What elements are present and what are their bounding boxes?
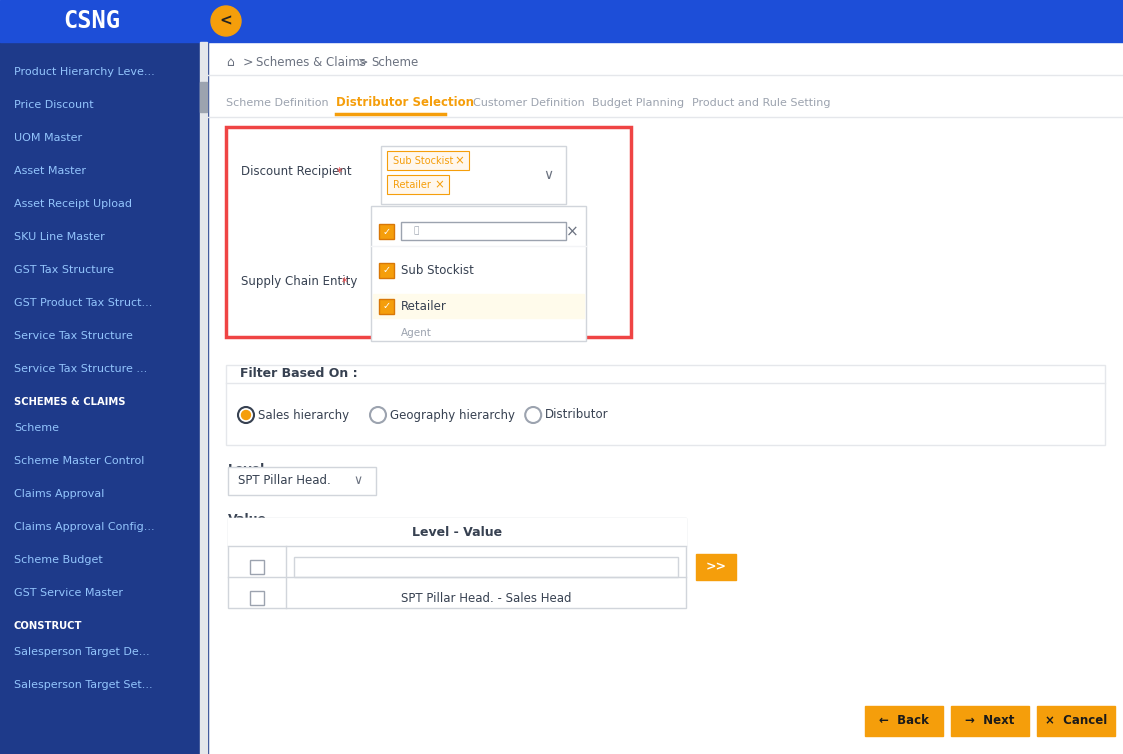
Bar	[200, 42, 207, 754]
Bar	[228, 518, 686, 608]
Text: ✓: ✓	[383, 265, 391, 275]
Text: Filter Based On :: Filter Based On :	[240, 367, 357, 380]
Bar	[1037, 706, 1115, 736]
Text: Distributor: Distributor	[545, 409, 609, 421]
Text: Salesperson Target De...: Salesperson Target De...	[13, 647, 149, 657]
Text: Scheme: Scheme	[13, 423, 60, 433]
Bar	[208, 42, 1123, 754]
Bar	[226, 365, 1105, 445]
Text: Sub Stockist: Sub Stockist	[393, 155, 454, 165]
Text: ∨: ∨	[542, 168, 553, 182]
Text: Sales hierarchy: Sales hierarchy	[258, 409, 349, 421]
Text: Distributor Selection: Distributor Selection	[336, 97, 474, 109]
Circle shape	[238, 407, 254, 423]
Bar	[373, 294, 584, 318]
Text: Asset Master: Asset Master	[13, 166, 86, 176]
Bar	[0, 0, 1123, 42]
Text: ⌂: ⌂	[226, 56, 234, 69]
Text: SKU Line Master: SKU Line Master	[13, 232, 104, 242]
Text: Scheme Budget: Scheme Budget	[13, 555, 102, 565]
Text: Level - Value: Level - Value	[412, 526, 502, 538]
Bar	[401, 222, 566, 240]
Bar	[378, 299, 394, 314]
Text: GST Product Tax Struct...: GST Product Tax Struct...	[13, 298, 153, 308]
Bar	[951, 706, 1029, 736]
Text: SPT Pillar Head.: SPT Pillar Head.	[238, 474, 331, 488]
Bar	[250, 560, 264, 574]
Text: Scheme: Scheme	[371, 56, 418, 69]
Text: *: *	[332, 165, 343, 179]
Text: Claims Approval: Claims Approval	[13, 489, 104, 499]
Text: →  Next: → Next	[966, 715, 1015, 728]
Text: ←  Back: ← Back	[879, 715, 929, 728]
Text: ∨: ∨	[354, 474, 363, 488]
Bar	[228, 467, 376, 495]
Text: Value: Value	[228, 513, 267, 526]
Text: Retailer: Retailer	[393, 179, 431, 189]
Bar	[865, 706, 943, 736]
Text: ×: ×	[566, 225, 578, 240]
Circle shape	[526, 407, 541, 423]
Bar	[0, 42, 208, 754]
Text: Scheme Master Control: Scheme Master Control	[13, 456, 145, 466]
Bar	[371, 206, 586, 341]
Text: Price Discount: Price Discount	[13, 100, 93, 110]
Text: *: *	[338, 275, 347, 289]
Text: Asset Receipt Upload: Asset Receipt Upload	[13, 199, 133, 209]
Text: Retailer: Retailer	[401, 299, 447, 312]
Text: GST Service Master: GST Service Master	[13, 588, 124, 598]
Text: Budget Planning: Budget Planning	[592, 98, 684, 108]
Text: 🔍: 🔍	[413, 226, 419, 235]
Text: ✓: ✓	[383, 302, 391, 311]
Bar	[294, 557, 678, 577]
Text: >>: >>	[705, 560, 727, 574]
Text: Claims Approval Config...: Claims Approval Config...	[13, 522, 155, 532]
Bar	[381, 283, 566, 310]
Bar	[387, 175, 449, 194]
Text: Scheme Definition: Scheme Definition	[226, 98, 329, 108]
Bar	[378, 224, 394, 239]
Bar	[250, 591, 264, 605]
Bar	[381, 146, 566, 204]
Bar	[200, 82, 207, 112]
Bar	[208, 42, 1123, 754]
Bar	[228, 518, 686, 546]
Text: CSNG: CSNG	[63, 9, 120, 33]
Text: Customer Definition: Customer Definition	[473, 98, 585, 108]
Bar	[378, 263, 394, 278]
Bar	[696, 554, 736, 580]
Circle shape	[211, 6, 241, 36]
Text: Schemes & Claims: Schemes & Claims	[256, 56, 366, 69]
Text: <: <	[220, 14, 232, 29]
Text: Product Hierarchy Leve...: Product Hierarchy Leve...	[13, 67, 155, 77]
Text: Salesperson Target Set...: Salesperson Target Set...	[13, 680, 153, 690]
Text: >: >	[358, 56, 368, 69]
Text: Agent: Agent	[401, 328, 432, 338]
Text: SPT Pillar Head. - Sales Head: SPT Pillar Head. - Sales Head	[401, 591, 572, 605]
Text: Discount Recipient: Discount Recipient	[241, 165, 351, 179]
Text: SCHEMES & CLAIMS: SCHEMES & CLAIMS	[13, 397, 126, 407]
Text: Level: Level	[228, 463, 265, 476]
Text: GST Tax Structure: GST Tax Structure	[13, 265, 115, 275]
Text: Sub Stockist: Sub Stockist	[401, 263, 474, 277]
Bar	[226, 127, 631, 337]
Text: ✓: ✓	[383, 226, 391, 237]
Text: Service Tax Structure: Service Tax Structure	[13, 331, 133, 341]
Text: ×: ×	[435, 178, 444, 191]
Text: Service Tax Structure ...: Service Tax Structure ...	[13, 364, 147, 374]
Text: CONSTRUCT: CONSTRUCT	[13, 621, 82, 631]
Text: UOM Master: UOM Master	[13, 133, 82, 143]
Text: Product and Rule Setting: Product and Rule Setting	[692, 98, 831, 108]
Circle shape	[369, 407, 386, 423]
Text: >: >	[243, 56, 254, 69]
Bar	[387, 151, 469, 170]
Text: ×: ×	[454, 154, 464, 167]
Circle shape	[241, 410, 250, 419]
Text: ×  Cancel: × Cancel	[1044, 715, 1107, 728]
Text: Supply Chain Entity: Supply Chain Entity	[241, 275, 357, 289]
Text: Geography hierarchy: Geography hierarchy	[390, 409, 515, 421]
